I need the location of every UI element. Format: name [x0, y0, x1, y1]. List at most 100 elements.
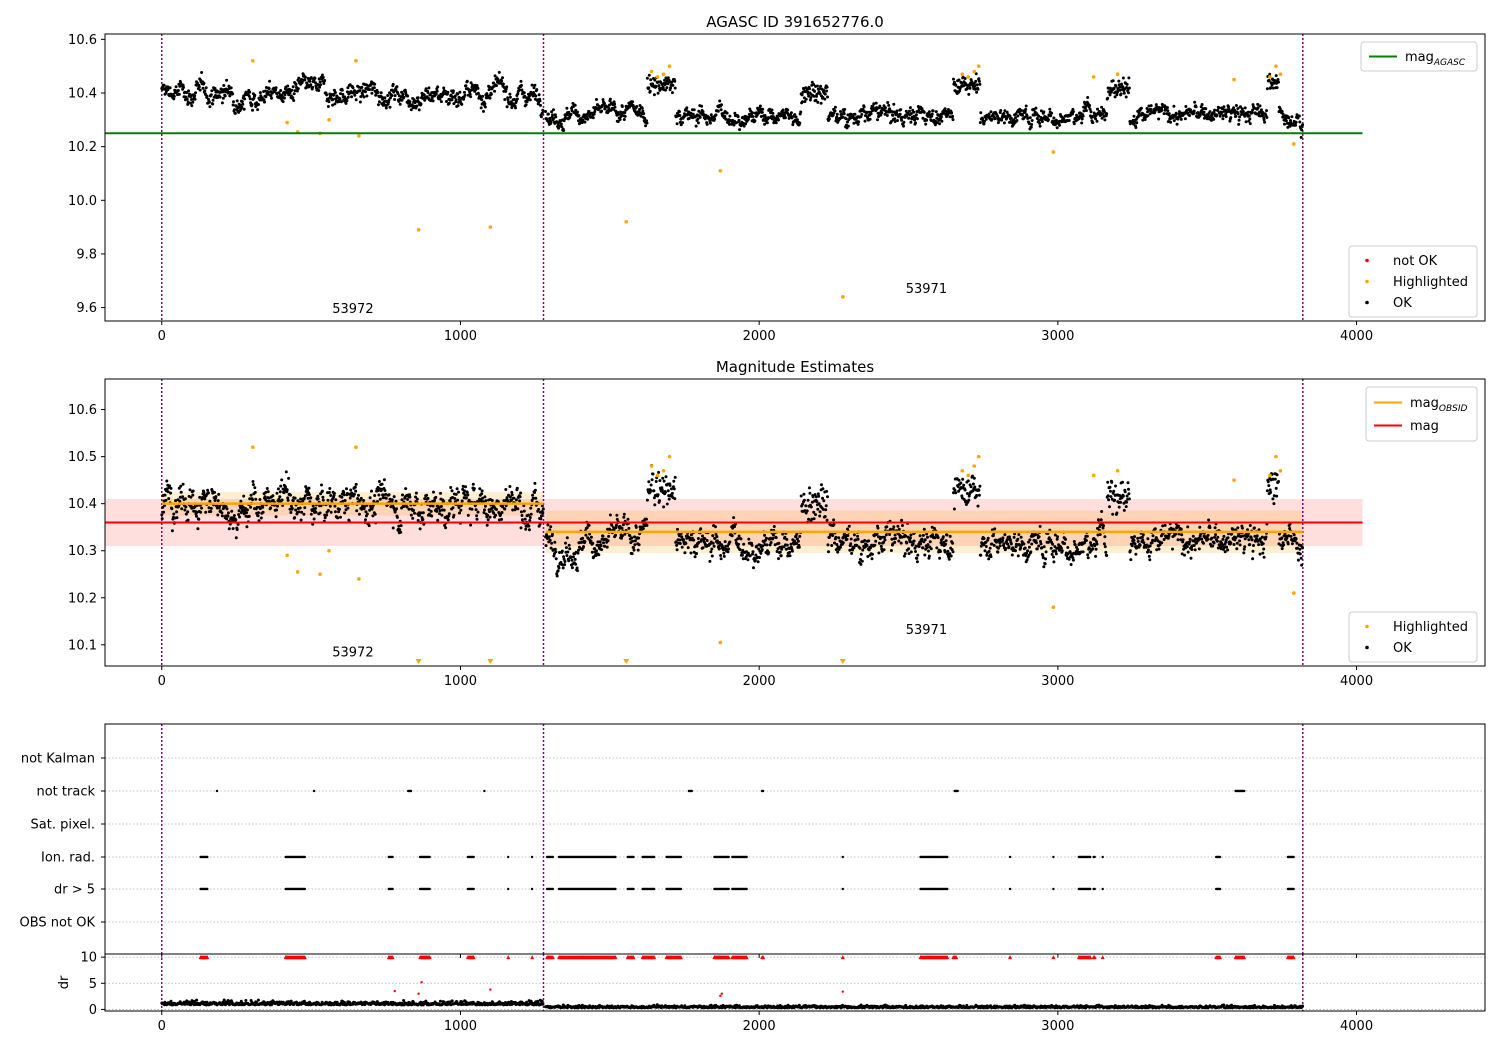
ok-point	[670, 91, 674, 95]
ok-point	[1295, 541, 1299, 545]
ok-point	[232, 108, 236, 112]
ok-point	[456, 104, 460, 108]
ok-point	[1176, 538, 1180, 542]
ok-point	[1276, 78, 1280, 81]
ok-point	[1179, 538, 1183, 542]
ok-point	[760, 110, 764, 114]
ok-point	[664, 490, 667, 494]
ok-point	[339, 515, 342, 519]
ok-point	[614, 523, 618, 527]
ok-point	[969, 78, 973, 82]
ok-point	[251, 483, 255, 487]
ok-point	[332, 88, 336, 92]
ok-point	[945, 533, 949, 537]
ok-point	[316, 494, 320, 498]
ok-point	[784, 547, 788, 551]
ok-point	[823, 92, 827, 96]
ok-point	[1217, 106, 1221, 110]
ok-point	[995, 540, 998, 544]
ok-point	[1033, 532, 1037, 536]
ok-point	[541, 507, 545, 511]
ok-point	[742, 124, 746, 128]
ok-point	[958, 89, 961, 93]
ok-point	[1283, 532, 1287, 536]
ok-point	[1220, 110, 1224, 114]
ok-point	[1146, 114, 1150, 118]
ok-point	[172, 97, 176, 101]
ok-point	[1202, 110, 1206, 114]
ok-point	[623, 114, 627, 118]
ok-point	[189, 495, 193, 499]
ok-point	[1111, 512, 1115, 516]
ok-point	[821, 507, 825, 511]
ok-point	[1081, 114, 1085, 118]
ok-point	[555, 574, 559, 578]
ok-point	[904, 109, 908, 113]
ok-point	[794, 534, 798, 538]
x-tick-label: 2000	[743, 329, 776, 344]
ok-point	[553, 540, 557, 544]
ok-point	[976, 504, 980, 508]
ok-point	[1028, 538, 1032, 542]
highlighted-point	[1292, 142, 1296, 146]
ok-point	[979, 553, 983, 557]
ok-point	[951, 541, 955, 545]
ok-point	[814, 513, 817, 517]
ok-point	[737, 118, 741, 122]
ok-point	[393, 94, 397, 98]
ok-point	[278, 495, 282, 499]
ok-point	[726, 550, 730, 554]
ok-point	[643, 116, 647, 120]
ok-point	[1127, 492, 1131, 496]
ok-point	[1127, 497, 1131, 501]
ok-point	[1272, 502, 1276, 506]
ok-point	[710, 554, 714, 558]
ok-point	[309, 76, 313, 80]
ok-point	[529, 512, 533, 516]
ok-point	[999, 109, 1003, 112]
ok-point	[357, 512, 361, 516]
ok-point	[835, 543, 839, 546]
ok-point	[1149, 104, 1153, 108]
ok-point	[697, 540, 701, 544]
ok-point	[204, 510, 208, 514]
ok-point	[259, 516, 263, 520]
ok-point	[1208, 526, 1212, 530]
ok-point	[1129, 558, 1133, 562]
ok-point	[227, 84, 231, 88]
ok-point	[795, 537, 799, 541]
ok-point	[460, 102, 464, 106]
ok-point	[275, 491, 279, 495]
ok-point	[938, 122, 942, 126]
ok-point	[357, 493, 360, 497]
ok-point	[630, 552, 634, 556]
ok-point	[723, 540, 727, 544]
ok-point	[645, 121, 649, 125]
ok-point	[1229, 541, 1233, 545]
ok-point	[978, 484, 982, 488]
ok-point	[333, 504, 337, 508]
ok-point	[747, 537, 751, 541]
ok-point	[758, 104, 762, 108]
ok-point	[900, 518, 904, 522]
ok-point	[1082, 109, 1086, 113]
ok-point	[689, 533, 693, 537]
ok-point	[232, 514, 236, 517]
ok-point	[809, 505, 813, 509]
ok-point	[1226, 548, 1230, 552]
ok-point	[221, 90, 225, 94]
ok-point	[1094, 117, 1098, 121]
ok-point	[733, 111, 737, 115]
ok-point	[1280, 110, 1284, 114]
ok-point	[372, 86, 376, 90]
ok-point	[539, 103, 542, 107]
ok-point	[1096, 518, 1100, 522]
ok-point	[443, 523, 447, 527]
ok-point	[1225, 545, 1229, 549]
highlighted-point	[1278, 72, 1283, 77]
ok-point	[668, 484, 672, 487]
ok-point	[1214, 533, 1217, 537]
ok-point	[332, 491, 336, 495]
ok-point	[909, 112, 913, 116]
ok-point	[251, 498, 254, 502]
